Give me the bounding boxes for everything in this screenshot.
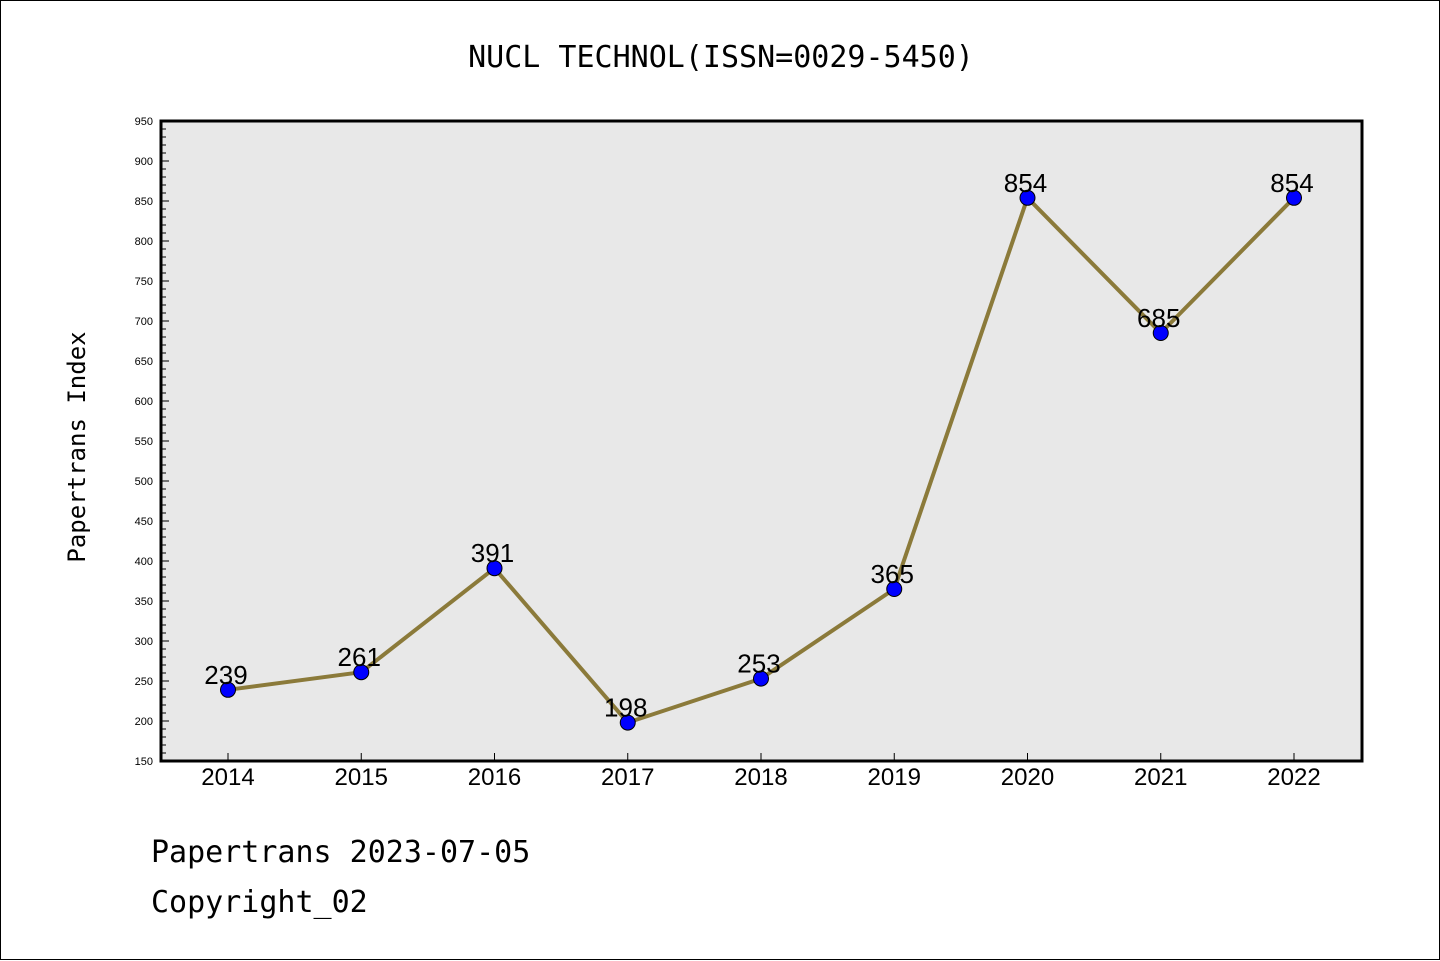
footer-date: Papertrans 2023-07-05 — [151, 835, 531, 870]
x-tick-label: 2022 — [1267, 764, 1320, 791]
y-tick-label: 150 — [135, 756, 153, 768]
x-tick-label: 2014 — [201, 764, 254, 791]
data-point — [353, 664, 370, 681]
y-tick-label: 350 — [135, 596, 153, 608]
y-tick-label: 750 — [135, 276, 153, 288]
data-markers — [220, 189, 1302, 731]
data-point — [220, 681, 236, 698]
y-tick-label: 500 — [135, 476, 153, 488]
data-point — [753, 670, 769, 687]
data-label: 854 — [1004, 168, 1047, 198]
data-labels: 239 261 391 198 253 365 854 685 854 — [204, 168, 1313, 723]
y-tick-label: 250 — [135, 676, 153, 688]
y-tick-label: 400 — [135, 556, 153, 568]
y-tick-label: 700 — [135, 316, 153, 328]
data-point — [1019, 189, 1036, 206]
y-tick-label: 450 — [135, 516, 153, 528]
data-point — [886, 581, 903, 597]
data-label: 261 — [338, 642, 381, 672]
y-axis-ticks: 150 200 250 300 350 400 450 500 550 600 650 700 750 8… — [135, 116, 169, 768]
y-tick-label: 800 — [135, 236, 153, 248]
y-tick-label: 850 — [135, 196, 153, 208]
data-point — [1286, 189, 1302, 206]
data-label: 685 — [1137, 303, 1180, 333]
x-axis-ticks: 2014 2015 2016 2017 2018 2019 2020 2021 2022 — [201, 753, 1321, 791]
y-tick-label: 200 — [135, 716, 153, 728]
y-tick-label: 950 — [135, 116, 153, 128]
x-tick-label: 2020 — [1001, 764, 1054, 791]
data-label: 239 — [204, 660, 247, 690]
data-label: 365 — [871, 559, 914, 589]
x-tick-label: 2016 — [468, 764, 521, 791]
plot-area — [161, 121, 1362, 761]
y-tick-label: 300 — [135, 636, 153, 648]
data-label: 253 — [737, 649, 780, 679]
x-tick-label: 2015 — [335, 764, 388, 791]
plot-border — [159, 119, 1364, 763]
x-tick-label: 2019 — [868, 764, 921, 791]
footer-copyright: Copyright_02 — [151, 885, 368, 920]
x-tick-label: 2018 — [734, 764, 787, 791]
y-tick-label: 650 — [135, 356, 153, 368]
data-label: 854 — [1270, 168, 1313, 198]
data-label: 198 — [604, 693, 647, 723]
data-label: 391 — [471, 538, 514, 568]
y-tick-label: 550 — [135, 436, 153, 448]
x-tick-label: 2017 — [601, 764, 654, 791]
y-tick-label: 600 — [135, 396, 153, 408]
chart-title: NUCL TECHNOL(ISSN=0029-5450) — [468, 40, 974, 75]
data-point — [1152, 325, 1169, 341]
x-tick-label: 2021 — [1134, 764, 1187, 791]
y-tick-label: 900 — [135, 156, 153, 168]
data-point — [486, 560, 503, 577]
y-axis-label: Papertrans Index — [63, 331, 91, 562]
data-point — [619, 714, 636, 731]
